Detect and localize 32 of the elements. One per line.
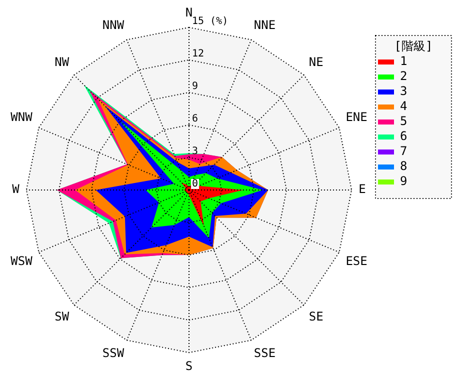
spoke-label: E [358, 182, 366, 196]
legend-label: 8 [400, 159, 408, 174]
legend-label: 5 [400, 114, 408, 128]
y-tick-label: 9 [192, 81, 198, 92]
legend-label: 7 [400, 144, 408, 158]
spoke-label: N [185, 5, 193, 20]
spoke-label: SE [308, 309, 324, 324]
spoke-label: SSW [102, 346, 125, 360]
spoke-label: ESE [346, 254, 368, 268]
legend-label: 9 [400, 174, 408, 188]
y-tick-label: 15 [192, 16, 204, 27]
legend-label: 3 [400, 84, 408, 98]
legend-label: 4 [400, 99, 408, 114]
legend-label: 2 [400, 69, 408, 84]
spoke-label: S [185, 358, 193, 373]
spoke-label: W [12, 182, 20, 196]
y-tick-label: 6 [192, 114, 198, 125]
spoke-label: NNE [254, 18, 276, 32]
legend-label: 6 [400, 129, 408, 144]
y-tick-label: 12 [192, 48, 204, 60]
text: (%) [210, 16, 228, 27]
spoke-label: ENE [346, 110, 368, 124]
spoke-label: NW [54, 55, 70, 69]
y-tick-label: 0 [192, 178, 198, 190]
spoke-label: NNW [102, 18, 125, 32]
spoke-label: SW [54, 309, 70, 324]
legend-label: 1 [400, 54, 408, 68]
legend-title: [階級] [394, 39, 433, 54]
spoke-label: WSW [10, 254, 34, 268]
spoke-label: WNW [10, 110, 34, 124]
spoke-label: NE [308, 55, 324, 69]
spoke-label: SSE [254, 346, 276, 360]
